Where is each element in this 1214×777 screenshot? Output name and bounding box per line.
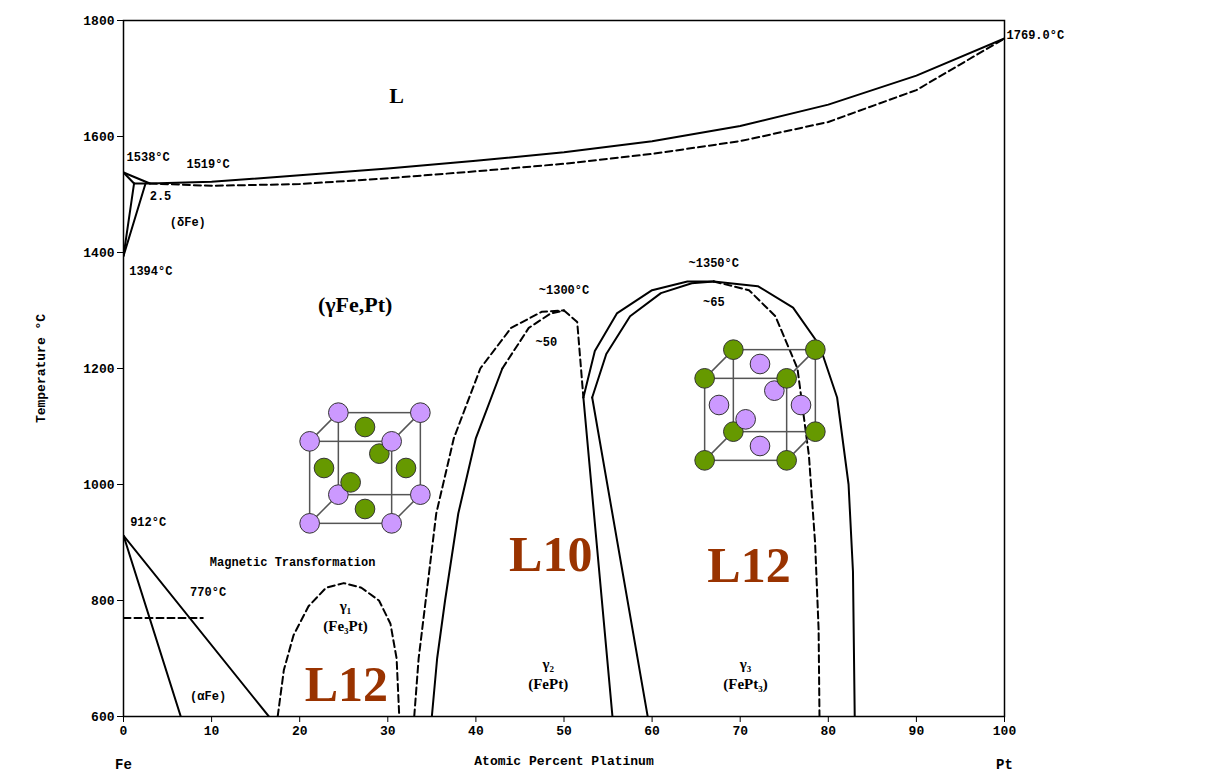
svg-text:10: 10 — [204, 724, 220, 739]
svg-text:90: 90 — [909, 724, 925, 739]
svg-text:(FePt): (FePt) — [528, 676, 568, 693]
svg-text:50: 50 — [556, 724, 572, 739]
svg-text:1200: 1200 — [83, 362, 114, 377]
svg-text:L12: L12 — [707, 537, 790, 593]
svg-text:(γFe,Pt): (γFe,Pt) — [318, 292, 392, 317]
svg-text:1519°C: 1519°C — [186, 158, 229, 172]
svg-text:L12: L12 — [305, 656, 388, 712]
svg-text:20: 20 — [292, 724, 308, 739]
svg-text:~50: ~50 — [536, 336, 558, 350]
svg-text:~65: ~65 — [703, 296, 725, 310]
svg-text:Atomic Percent Platinum: Atomic Percent Platinum — [474, 754, 654, 769]
svg-text:(Fe₃Pt): (Fe₃Pt) — [323, 618, 367, 635]
svg-text:Magnetic Transformation: Magnetic Transformation — [210, 556, 376, 570]
svg-text:L: L — [389, 83, 404, 108]
svg-text:2.5: 2.5 — [150, 190, 172, 204]
svg-text:~1350°C: ~1350°C — [689, 257, 739, 271]
svg-text:1394°C: 1394°C — [129, 265, 172, 279]
svg-text:30: 30 — [380, 724, 396, 739]
svg-text:40: 40 — [468, 724, 484, 739]
svg-text:1800: 1800 — [83, 14, 114, 29]
svg-text:~1300°C: ~1300°C — [539, 284, 589, 298]
svg-text:100: 100 — [993, 724, 1017, 739]
svg-text:0: 0 — [120, 724, 128, 739]
svg-text:Temperature °C: Temperature °C — [34, 314, 49, 423]
svg-text:1000: 1000 — [83, 478, 114, 493]
svg-text:912°C: 912°C — [130, 516, 166, 530]
svg-text:1600: 1600 — [83, 130, 114, 145]
svg-text:(δFe): (δFe) — [170, 216, 206, 230]
svg-text:70: 70 — [732, 724, 748, 739]
svg-text:800: 800 — [91, 594, 115, 609]
svg-text:1538°C: 1538°C — [127, 151, 170, 165]
svg-text:60: 60 — [644, 724, 660, 739]
svg-text:γ₁: γ₁ — [339, 598, 352, 614]
svg-text:1769.0°C: 1769.0°C — [1007, 29, 1065, 43]
svg-text:L10: L10 — [509, 526, 592, 582]
svg-text:(αFe): (αFe) — [190, 690, 226, 704]
svg-text:(FePt₃): (FePt₃) — [723, 676, 767, 693]
svg-text:γ₃: γ₃ — [739, 656, 752, 672]
svg-text:Fe: Fe — [115, 757, 132, 773]
svg-text:γ₂: γ₂ — [541, 656, 554, 672]
svg-text:80: 80 — [820, 724, 836, 739]
svg-text:770°C: 770°C — [190, 586, 226, 600]
svg-text:1400: 1400 — [83, 246, 114, 261]
svg-text:Pt: Pt — [996, 757, 1013, 773]
svg-text:600: 600 — [91, 710, 115, 725]
